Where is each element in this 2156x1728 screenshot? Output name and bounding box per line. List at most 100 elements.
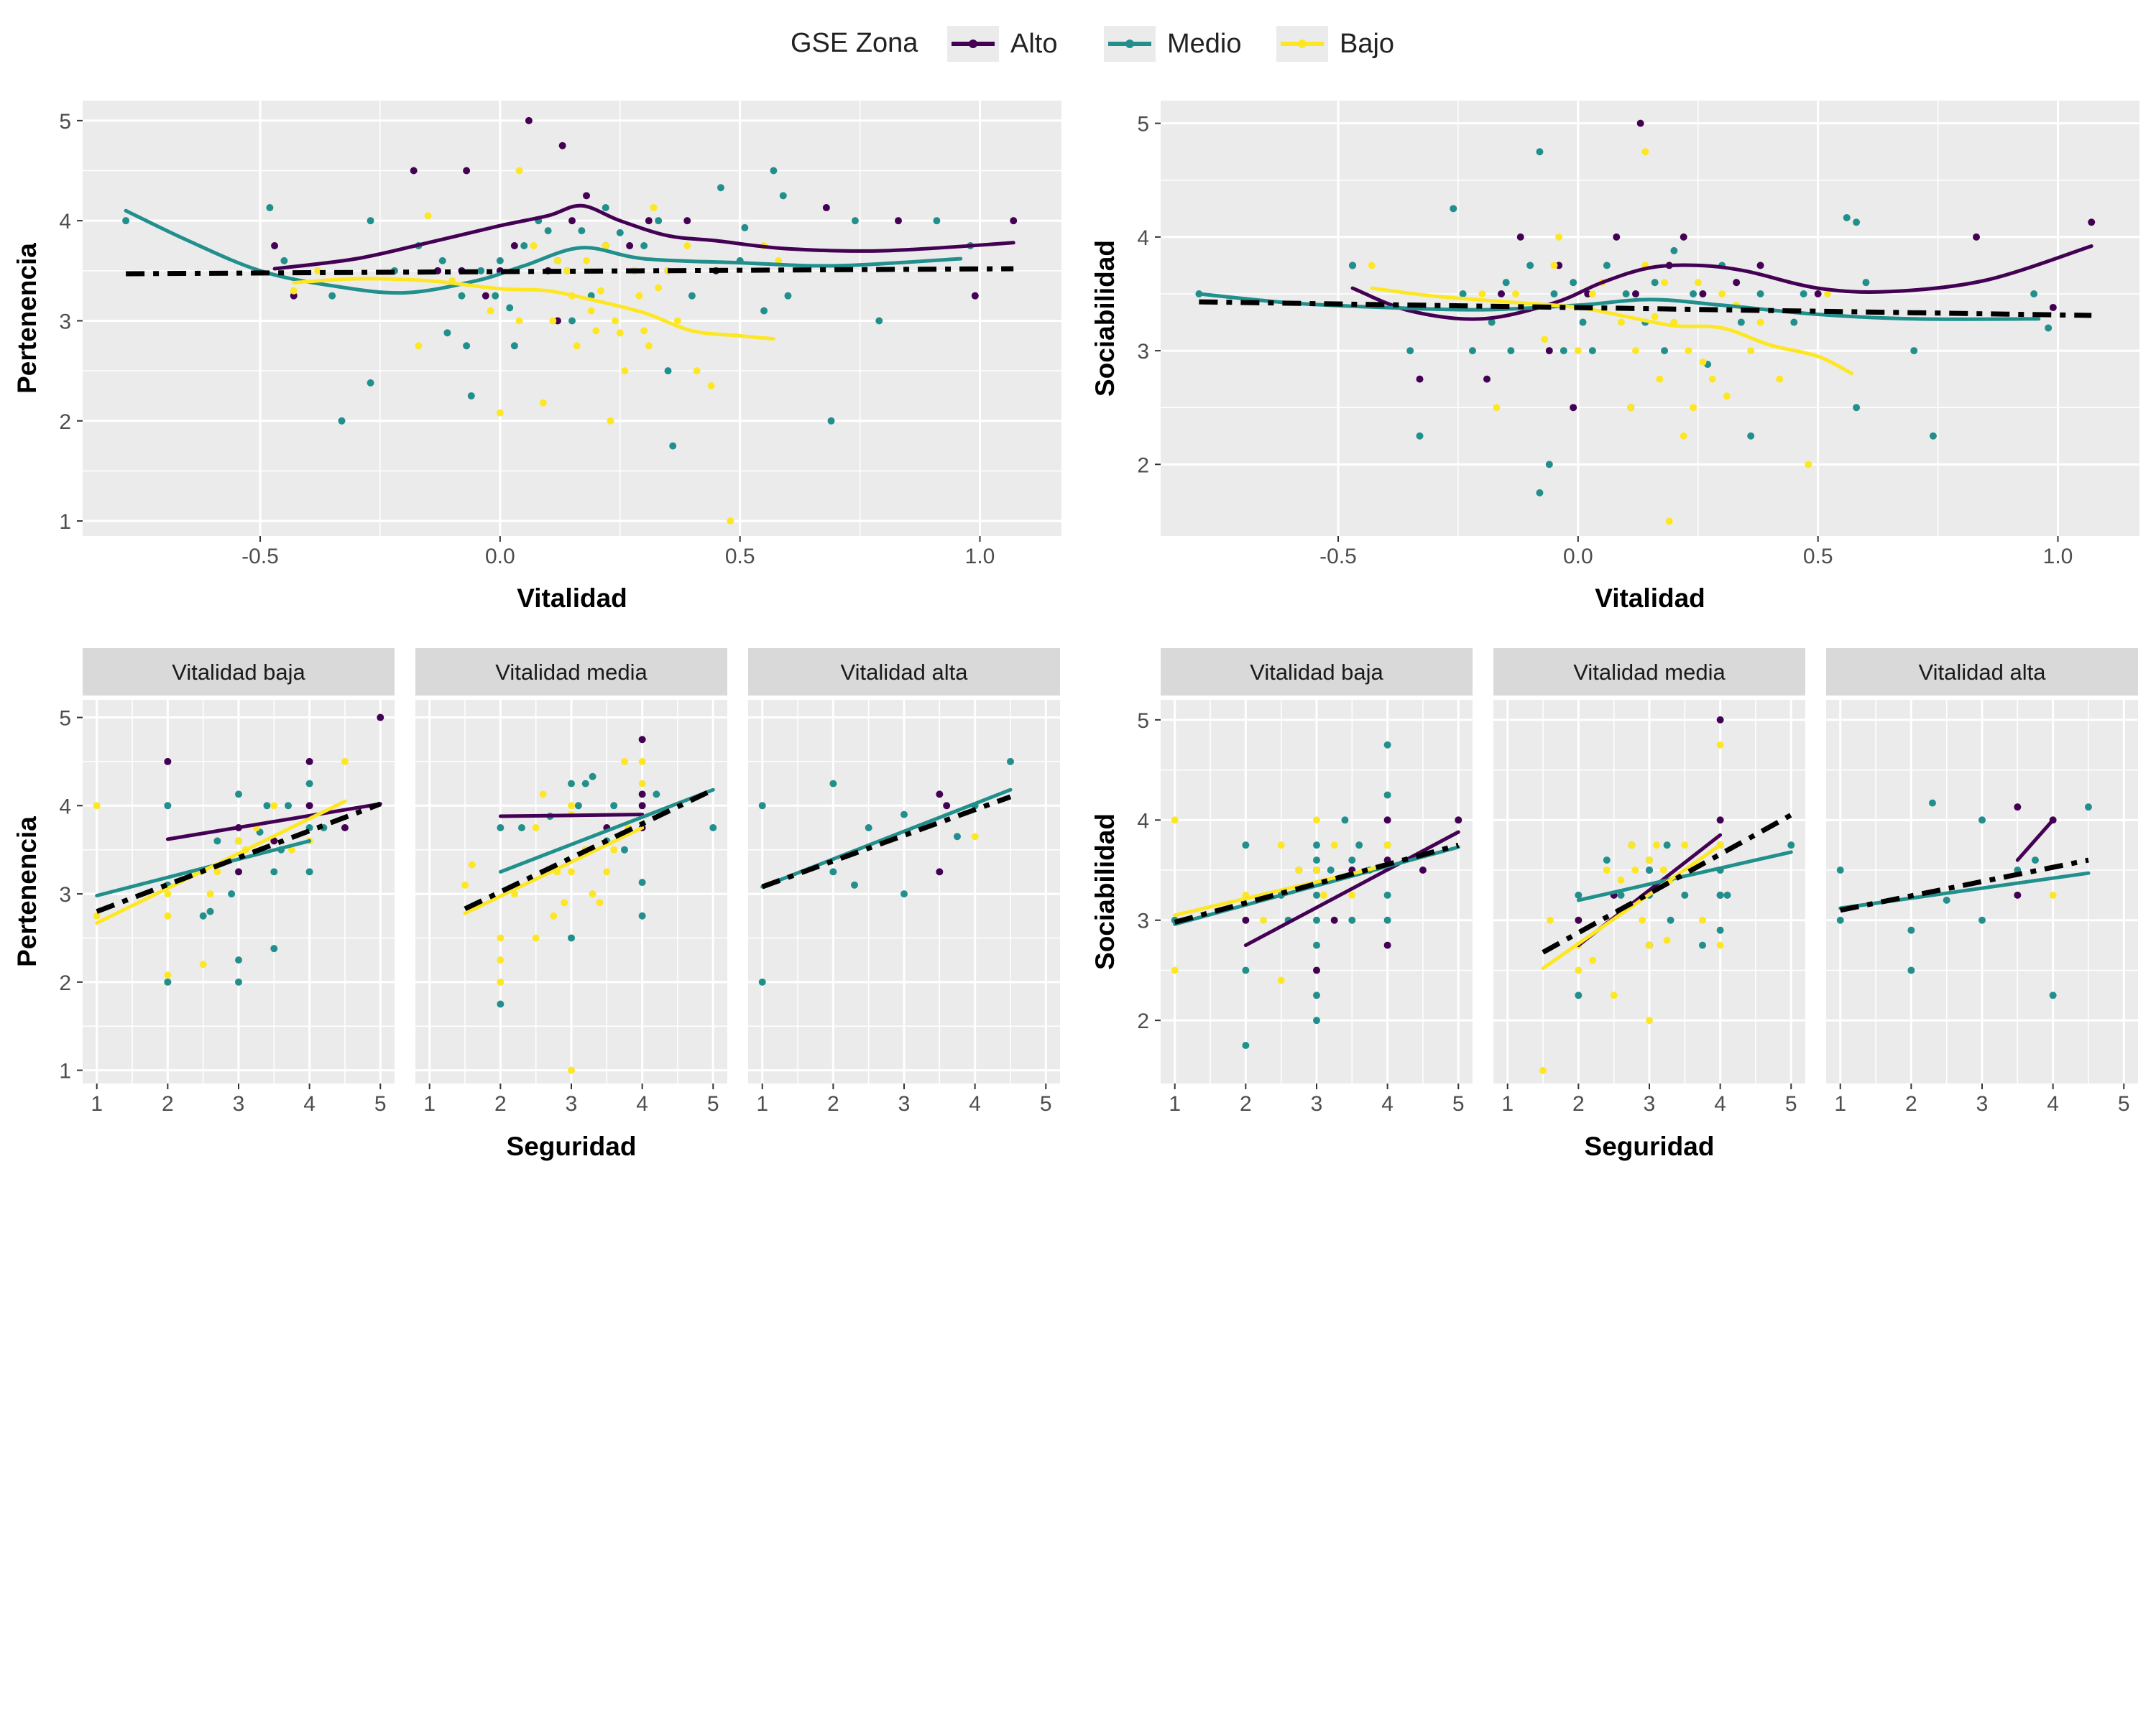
data-point-bajo (561, 899, 568, 907)
data-point-alto (271, 242, 279, 249)
data-point-bajo (1716, 741, 1724, 749)
data-point-bajo (1589, 956, 1597, 964)
data-point-bajo (1652, 841, 1660, 849)
data-point-alto (290, 292, 298, 300)
x-tick-label: 3 (898, 1092, 911, 1116)
data-point-bajo (568, 802, 575, 810)
data-point-medio (328, 292, 336, 300)
legend-item-bajo: Bajo (1276, 26, 1394, 62)
data-point-medio (235, 956, 242, 964)
data-point-medio (1341, 816, 1349, 824)
x-tick-label: 1 (756, 1092, 768, 1116)
data-point-medio (1526, 262, 1534, 269)
data-point-bajo (1295, 867, 1303, 874)
data-point-bajo (1617, 876, 1625, 884)
legend-key-dot (969, 40, 977, 48)
data-point-medio (758, 802, 766, 810)
data-point-bajo (583, 257, 591, 264)
data-point-alto (1636, 119, 1644, 127)
data-point-medio (664, 367, 672, 375)
plot-area (93, 713, 384, 986)
plot-area (461, 736, 717, 1074)
x-tick-label: 5 (707, 1092, 719, 1116)
facet-2-vitalidad-baja: 1 2 3 4 5 1 2 3 4 5 Vitalidad baja (59, 648, 395, 1116)
data-point-alto (936, 790, 944, 798)
data-point-medio (458, 292, 466, 300)
fit-line-medio (95, 838, 312, 897)
facet-strip-label: Vitalidad baja (1250, 660, 1383, 685)
data-point-medio (933, 217, 941, 225)
data-point-medio (589, 772, 596, 780)
data-point-bajo (1747, 347, 1755, 355)
data-point-medio (669, 442, 677, 450)
data-point-bajo (1641, 148, 1649, 156)
legend: GSE Zona Alto Medio Bajo (791, 26, 1394, 62)
data-point-medio (270, 868, 278, 876)
data-point-medio (1646, 867, 1653, 874)
data-point-bajo (693, 367, 701, 375)
data-point-bajo (1555, 233, 1563, 241)
data-point-alto (943, 802, 951, 810)
data-point-alto (525, 116, 533, 124)
x-tick-label: 4 (1381, 1092, 1393, 1116)
points-bajo (2049, 891, 2057, 899)
data-point-alto (1699, 290, 1707, 297)
data-point-bajo (164, 971, 172, 979)
fit-line-alto (272, 203, 1015, 271)
data-point-medio (1242, 966, 1250, 974)
data-point-bajo (775, 257, 783, 264)
facet-2-vitalidad-alta: 1 2 3 4 5 Vitalidad alta (748, 648, 1060, 1116)
data-point-bajo (93, 912, 101, 920)
data-point-medio (1579, 318, 1587, 326)
data-point-bajo (1478, 290, 1486, 297)
data-point-bajo (1574, 347, 1582, 355)
x-tick-label: 4 (969, 1092, 981, 1116)
data-point-medio (1560, 347, 1567, 355)
x-tick-label: 3 (233, 1092, 245, 1116)
data-point-bajo (1776, 375, 1784, 383)
data-point-medio (206, 907, 214, 915)
data-point-medio (1242, 841, 1250, 849)
data-point-alto (164, 757, 172, 765)
legend-key-dot (1298, 40, 1307, 48)
data-point-bajo (164, 890, 172, 898)
fit-line-medio (498, 787, 715, 874)
data-point-bajo (610, 846, 618, 854)
legend-item-alto: Alto (947, 26, 1057, 62)
data-point-medio (517, 824, 525, 831)
data-point-medio (1313, 856, 1320, 864)
facet-2-vitalidad-media: 1 2 3 4 5 Vitalidad media (415, 648, 727, 1116)
y-tick-label: 3 (59, 883, 71, 907)
data-point-medio (280, 257, 288, 264)
data-point-medio (1910, 347, 1918, 355)
x-tick-label: 0.5 (725, 545, 755, 568)
data-point-bajo (587, 307, 595, 315)
x-tick-label: 4 (636, 1092, 648, 1116)
data-point-medio (1242, 1042, 1250, 1050)
x-tick-label: 3 (566, 1092, 578, 1116)
data-point-medio (1698, 941, 1706, 949)
data-point-alto (936, 868, 944, 876)
data-point-bajo (290, 287, 298, 295)
y-tick-label: 5 (1137, 113, 1149, 137)
data-point-bajo (1690, 404, 1697, 412)
data-point-alto (1756, 262, 1764, 269)
data-point-medio (1800, 290, 1807, 297)
x-tick-label: 1 (423, 1092, 436, 1116)
panel-sociabilidad-vitalidad: -0.5 0.0 0.5 1.0 2 3 4 5 (1137, 101, 2139, 568)
data-point-bajo (530, 242, 538, 249)
x-tick-label: 3 (1644, 1092, 1656, 1116)
y-tick-label: 2 (1137, 453, 1149, 477)
data-point-bajo (1651, 313, 1659, 320)
x-tick-label: 5 (1785, 1092, 1797, 1116)
points-medio (1836, 799, 2092, 999)
x-axis-title: Vitalidad (517, 583, 627, 613)
data-point-medio (1690, 290, 1697, 297)
data-point-medio (1622, 290, 1630, 297)
data-point-bajo (1575, 966, 1583, 974)
data-point-alto (1483, 375, 1491, 383)
data-point-medio (235, 790, 242, 798)
data-point-medio (900, 810, 908, 818)
data-point-medio (1349, 262, 1357, 269)
data-point-bajo (1708, 375, 1716, 383)
